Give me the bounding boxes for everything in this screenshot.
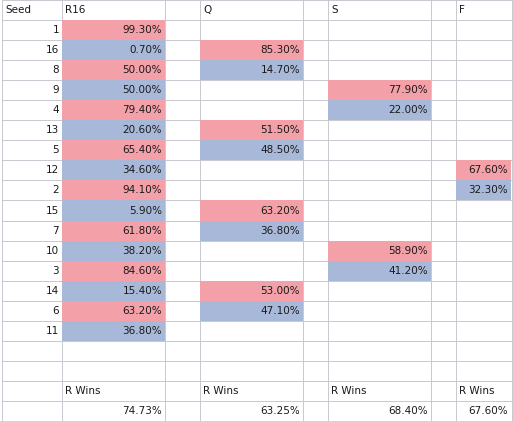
- Bar: [62, 40, 165, 60]
- Text: 63.25%: 63.25%: [260, 406, 300, 416]
- Bar: [62, 181, 165, 200]
- Text: 5: 5: [52, 145, 59, 155]
- Bar: [62, 80, 165, 100]
- Bar: [328, 80, 431, 100]
- Text: 14: 14: [46, 286, 59, 296]
- Text: 99.30%: 99.30%: [123, 25, 162, 35]
- Text: 53.00%: 53.00%: [261, 286, 300, 296]
- Bar: [200, 120, 303, 140]
- Bar: [328, 240, 431, 261]
- Text: R Wins: R Wins: [65, 386, 101, 396]
- Text: 85.30%: 85.30%: [261, 45, 300, 55]
- Text: 63.20%: 63.20%: [123, 306, 162, 316]
- Bar: [62, 261, 165, 281]
- Bar: [200, 281, 303, 301]
- Text: 13: 13: [46, 125, 59, 135]
- Text: 12: 12: [46, 165, 59, 176]
- Text: 3: 3: [52, 266, 59, 276]
- Text: 50.00%: 50.00%: [123, 65, 162, 75]
- Bar: [62, 20, 165, 40]
- Text: 0.70%: 0.70%: [129, 45, 162, 55]
- Text: 61.80%: 61.80%: [123, 226, 162, 235]
- Bar: [62, 281, 165, 301]
- Bar: [62, 100, 165, 120]
- Text: 4: 4: [52, 105, 59, 115]
- Text: 48.50%: 48.50%: [261, 145, 300, 155]
- Bar: [328, 261, 431, 281]
- Text: 14.70%: 14.70%: [261, 65, 300, 75]
- Bar: [200, 140, 303, 160]
- Text: 67.60%: 67.60%: [468, 165, 508, 176]
- Text: 79.40%: 79.40%: [123, 105, 162, 115]
- Text: S: S: [331, 5, 338, 15]
- Text: 68.40%: 68.40%: [388, 406, 428, 416]
- Text: 9: 9: [52, 85, 59, 95]
- Text: 6: 6: [52, 306, 59, 316]
- Text: 65.40%: 65.40%: [123, 145, 162, 155]
- Bar: [62, 221, 165, 240]
- Text: 15: 15: [46, 205, 59, 216]
- Bar: [200, 60, 303, 80]
- Text: 2: 2: [52, 186, 59, 195]
- Bar: [62, 120, 165, 140]
- Text: 84.60%: 84.60%: [123, 266, 162, 276]
- Text: 1: 1: [52, 25, 59, 35]
- Text: 47.10%: 47.10%: [261, 306, 300, 316]
- Bar: [62, 140, 165, 160]
- Text: 7: 7: [52, 226, 59, 235]
- Text: 16: 16: [46, 45, 59, 55]
- Text: R16: R16: [65, 5, 85, 15]
- Text: 51.50%: 51.50%: [261, 125, 300, 135]
- Text: Q: Q: [203, 5, 211, 15]
- Text: 63.20%: 63.20%: [261, 205, 300, 216]
- Bar: [62, 321, 165, 341]
- Text: R Wins: R Wins: [459, 386, 495, 396]
- Bar: [456, 160, 511, 181]
- Text: 36.80%: 36.80%: [123, 326, 162, 336]
- Bar: [456, 181, 511, 200]
- Bar: [200, 40, 303, 60]
- Text: 94.10%: 94.10%: [123, 186, 162, 195]
- Bar: [328, 100, 431, 120]
- Bar: [200, 200, 303, 221]
- Text: 50.00%: 50.00%: [123, 85, 162, 95]
- Text: 32.30%: 32.30%: [468, 186, 508, 195]
- Text: 38.20%: 38.20%: [123, 245, 162, 256]
- Text: 74.73%: 74.73%: [122, 406, 162, 416]
- Bar: [62, 160, 165, 181]
- Bar: [200, 301, 303, 321]
- Text: Seed: Seed: [5, 5, 31, 15]
- Text: 5.90%: 5.90%: [129, 205, 162, 216]
- Text: 58.90%: 58.90%: [388, 245, 428, 256]
- Text: 20.60%: 20.60%: [123, 125, 162, 135]
- Bar: [62, 301, 165, 321]
- Bar: [62, 60, 165, 80]
- Text: 22.00%: 22.00%: [388, 105, 428, 115]
- Text: 34.60%: 34.60%: [123, 165, 162, 176]
- Bar: [62, 200, 165, 221]
- Bar: [62, 240, 165, 261]
- Text: F: F: [459, 5, 465, 15]
- Text: 77.90%: 77.90%: [388, 85, 428, 95]
- Text: 11: 11: [46, 326, 59, 336]
- Text: 10: 10: [46, 245, 59, 256]
- Text: 8: 8: [52, 65, 59, 75]
- Text: 15.40%: 15.40%: [123, 286, 162, 296]
- Text: 36.80%: 36.80%: [261, 226, 300, 235]
- Bar: [200, 221, 303, 240]
- Text: 67.60%: 67.60%: [468, 406, 508, 416]
- Text: R Wins: R Wins: [203, 386, 239, 396]
- Text: R Wins: R Wins: [331, 386, 366, 396]
- Text: 41.20%: 41.20%: [388, 266, 428, 276]
